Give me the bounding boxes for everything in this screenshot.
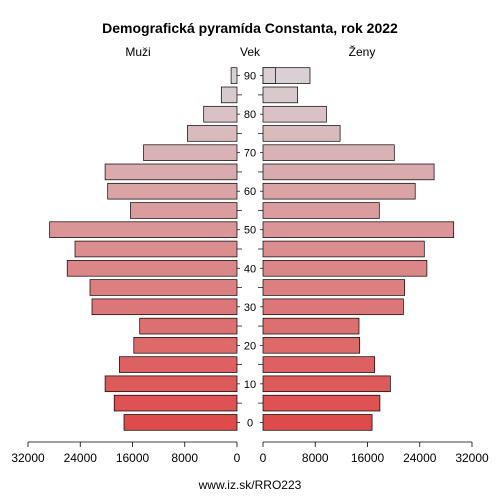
bar-male-age-15 — [119, 356, 238, 373]
bar-male-age-40 — [66, 260, 238, 277]
bar-male-age-10 — [104, 375, 238, 393]
bar-female-age-55 — [262, 202, 380, 219]
bar-male-age-20 — [133, 337, 238, 354]
left-series-label: Muži — [125, 45, 150, 59]
age-label-10: 10 — [244, 379, 256, 391]
source-caption: www.iz.sk/RRO223 — [198, 478, 302, 492]
x-tick-label-right-32000: 32000 — [455, 451, 489, 465]
bar-female-age-0 — [262, 414, 373, 431]
bar-female-age-45 — [262, 240, 425, 258]
bar-female-age-75 — [262, 125, 341, 142]
age-label-50: 50 — [244, 225, 256, 237]
x-tick-label-left-8000: 8000 — [171, 451, 198, 465]
x-tick-label-left-32000: 32000 — [11, 451, 45, 465]
bars-group — [49, 67, 455, 431]
age-label-90: 90 — [244, 71, 256, 83]
bar-female-age-35 — [262, 279, 406, 296]
bar-female-age-40 — [262, 260, 428, 277]
age-label-70: 70 — [244, 148, 256, 160]
age-label-0: 0 — [247, 417, 253, 429]
bar-male-age-35 — [89, 279, 238, 296]
bar-male-age-25 — [139, 317, 238, 335]
age-label-40: 40 — [244, 263, 256, 275]
age-label-80: 80 — [244, 109, 256, 121]
bar-male-age-75 — [187, 125, 238, 142]
bar-male-age-5 — [113, 394, 238, 412]
bar-male-age-45 — [74, 240, 238, 258]
center-axis-label: Vek — [240, 45, 261, 59]
x-tick-label-left-24000: 24000 — [64, 451, 98, 465]
bar-male-age-85 — [220, 86, 238, 104]
age-label-60: 60 — [244, 186, 256, 198]
bar-male-age-55 — [130, 202, 238, 219]
bar-female-age-15 — [262, 356, 376, 373]
bar-male-age-0 — [123, 414, 238, 431]
bar-female-age-30 — [262, 298, 404, 316]
bar-female-age-60 — [262, 182, 416, 200]
bar-male-age-60 — [107, 182, 238, 200]
bar-female-age-90-plus — [262, 67, 276, 84]
x-tick-label-right-24000: 24000 — [403, 451, 437, 465]
bar-female-age-5 — [262, 394, 381, 412]
bar-female-age-80 — [262, 105, 327, 123]
bar-female-age-10 — [262, 375, 391, 393]
x-tick-label-right-0: 0 — [260, 451, 267, 465]
right-series-label: Ženy — [349, 44, 376, 59]
x-tick-label-left-16000: 16000 — [116, 451, 150, 465]
bar-male-age-30 — [91, 298, 238, 316]
bar-female-age-70 — [262, 144, 395, 161]
axes-group: 0 10 20 30 40 50 60 70 80 90 32000 24000 16000 8000 0 0… — [11, 71, 489, 465]
bar-male-age-70 — [143, 144, 238, 161]
bar-male-age-65 — [104, 163, 238, 181]
bar-female-age-25 — [262, 317, 360, 335]
bar-female-age-20 — [262, 337, 361, 354]
bar-male-age-80 — [203, 105, 238, 123]
x-tick-label-left-0: 0 — [234, 451, 241, 465]
bar-male-age-90 — [230, 67, 238, 84]
bar-female-age-85 — [262, 86, 298, 104]
age-label-30: 30 — [244, 302, 256, 314]
age-label-20: 20 — [244, 340, 256, 352]
chart-title: Demografická pyramída Constanta, rok 202… — [102, 20, 398, 36]
bar-female-age-50 — [262, 221, 455, 238]
bar-female-age-65 — [262, 163, 435, 181]
x-tick-label-right-8000: 8000 — [302, 451, 329, 465]
bar-male-age-50 — [49, 221, 238, 238]
x-tick-label-right-16000: 16000 — [351, 451, 385, 465]
